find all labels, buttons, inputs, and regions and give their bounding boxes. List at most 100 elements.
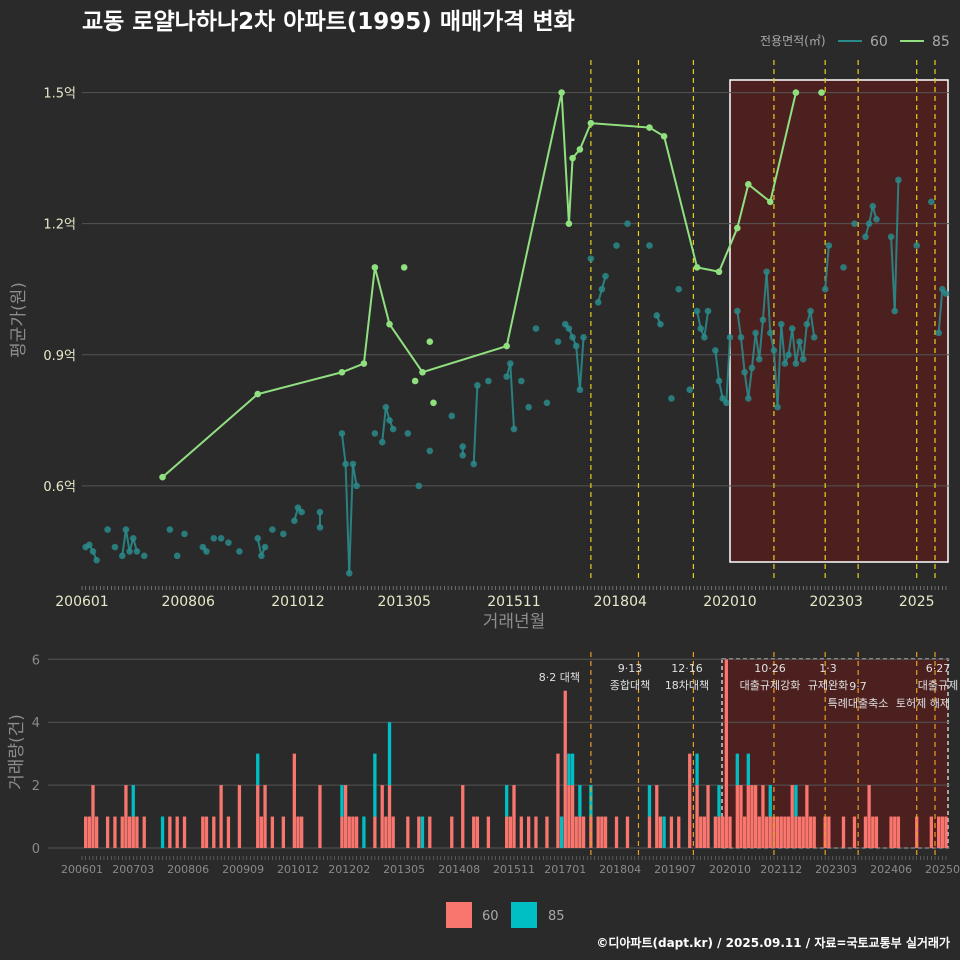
point-85 [734,224,741,232]
bar-60 [545,816,549,848]
bar-60 [91,785,95,848]
bar-85 [387,722,392,786]
bar-60 [567,785,571,848]
series-segment-60 [747,367,753,399]
bar-60 [724,659,728,848]
point-60 [426,447,434,455]
series-segment-60 [750,332,757,368]
bar-60 [340,816,344,848]
volume-x-tick-label: 201804 [599,863,641,876]
point-60 [594,299,602,306]
annotation-line-1: 9·7 [849,680,867,693]
x-tick-label: 201012 [271,594,324,610]
point-60 [646,242,653,249]
point-60 [576,386,584,394]
point-60 [199,543,207,551]
point-60 [865,220,873,227]
chart-title: 교동 로얄나하나2차 아파트(1995) 매매가격 변화 [82,9,575,35]
point-85 [411,377,419,385]
bar-60 [417,816,421,848]
bar-60 [706,785,710,848]
bar-60 [801,816,805,848]
point-60 [173,552,181,560]
bar-60 [603,816,608,848]
bar-85 [578,785,582,817]
bar-60 [204,816,209,848]
volume-x-tick-label: 202112 [760,863,802,876]
bar-60 [940,816,944,848]
bar-60 [702,816,707,848]
bar-60 [237,785,242,848]
point-85 [792,89,800,96]
bar-60 [713,816,718,848]
volume-x-tick-label: 200909 [222,863,264,876]
bar-60 [461,785,465,848]
volume-x-tick-label: 202010 [709,863,751,876]
volume-y-tick-label: 2 [32,779,40,794]
series-segment-60 [344,463,351,574]
bar-60 [219,785,223,848]
bar-85 [768,785,772,817]
bar-60 [519,816,523,848]
point-60 [752,329,759,337]
volume-y-tick-label: 6 [32,653,40,668]
series-segment-60 [348,463,354,574]
policy-annotation: 1·3 규제완화 [808,662,848,692]
volume-x-tick-label: 200806 [167,863,209,876]
point-60 [668,395,675,402]
point-60 [86,541,93,549]
x-tick-label: 201511 [487,594,540,610]
point-60 [371,430,379,437]
bar-85 [420,816,425,848]
y-tick-label: 0.6억 [43,480,76,495]
bar-60 [742,816,747,848]
bar-60 [764,816,769,848]
annotation-line-1: 6·27 [926,662,951,675]
series-segment-60 [802,324,808,360]
bar-60 [721,816,725,848]
point-60 [624,220,631,227]
series-segment-60 [736,310,742,338]
bar-60 [717,816,721,848]
bar-60 [808,816,813,848]
annotation-line-1: 10·26 [754,662,786,675]
volume-x-tick-label: 200601 [61,863,103,876]
bar-60 [113,816,117,848]
bar-60 [786,816,791,848]
point-85 [660,132,668,140]
series-segment-60 [776,324,783,408]
bar-60 [625,816,630,848]
bar-60 [739,785,743,848]
bar-60 [578,816,582,848]
bar-85 [160,816,165,848]
policy-annotation: 토허제 해제 [896,696,950,710]
annotation-line-2: 특례대출축소 [828,697,889,710]
bar-60 [655,785,659,848]
point-60 [770,347,778,354]
annotation-line-1: 12·16 [671,662,703,675]
legend-swatch-bar-60 [446,902,472,928]
source-caption: ©디아파트(dapt.kr) / 2025.09.11 / 자료=국토교통부 실… [596,935,950,950]
point-60 [111,543,119,551]
series-segment-60 [714,350,721,382]
bar-85 [131,785,135,817]
point-60 [763,268,770,276]
bar-60 [794,816,798,848]
volume-x-tick-label: 200703 [112,863,154,876]
volume-x-tick-label: 201907 [654,863,696,876]
volume-y-tick-label: 4 [32,716,40,731]
bar-60 [292,753,296,848]
point-60 [122,526,130,533]
bar-60 [391,816,395,848]
bar-60 [805,785,809,848]
point-85 [715,268,723,276]
bar-60 [863,816,868,848]
point-60 [873,216,880,223]
bar-60 [757,816,761,848]
series-segment-60 [509,363,515,430]
bar-85 [662,816,666,848]
annotation-line-2: 대출규제 [918,679,958,692]
point-85 [587,119,595,127]
bar-60 [142,816,146,848]
bar-60 [669,816,674,848]
